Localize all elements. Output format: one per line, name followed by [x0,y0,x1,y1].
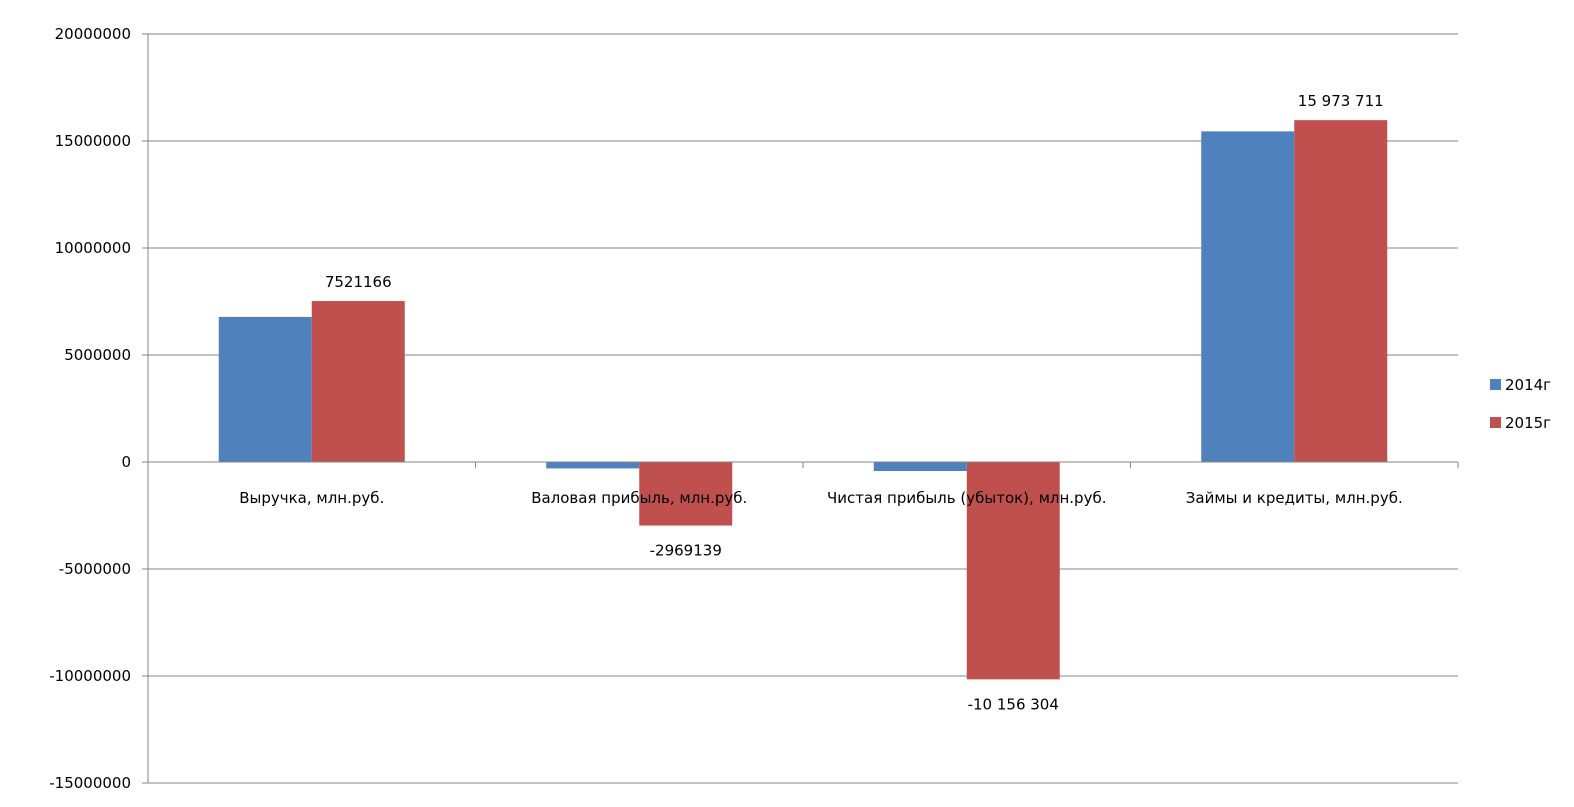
y-tick-label: 15000000 [55,132,131,150]
y-tick-label: -10000000 [49,667,131,685]
bars [218,120,1388,680]
y-tick-label: 20000000 [55,25,131,43]
x-tick-label: Займы и кредиты, млн.руб. [1186,489,1403,507]
x-tick-label: Валовая прибыль, млн.руб. [531,489,747,507]
bar-2014г-3 [1201,131,1295,462]
y-tick-label: 5000000 [64,346,131,364]
x-tick-label: Чистая прибыль (убыток), млн.руб. [827,489,1106,507]
data-label: 7521166 [325,273,392,291]
bar-2014г-0 [218,316,312,462]
legend-label: 2015г [1505,414,1551,432]
y-tick-label: 0 [121,453,131,471]
y-tick-label: -5000000 [59,560,131,578]
legend[interactable]: 2014г 2015г [1490,376,1551,432]
spreadsheet-row-header-strip [0,10,14,807]
data-label: 15 973 711 [1298,92,1384,110]
data-label: -2969139 [650,542,722,560]
legend-swatch-2015г [1490,417,1501,428]
bar-2014г-2 [873,462,967,471]
data-labels: 7521166 -2969139 -10 156 304 15 973 711 [325,92,1384,713]
bar-2015г-1 [639,462,733,526]
legend-label: 2014г [1505,376,1551,394]
y-tick-label: 10000000 [55,239,131,257]
x-tick-label: Выручка, млн.руб. [239,489,384,507]
spreadsheet-column-header-strip [0,0,1574,10]
bar-2015г-0 [311,301,405,462]
bar-2015г-3 [1294,120,1388,462]
y-axis: 20000000 15000000 10000000 5000000 0 -5000000… [49,25,149,792]
bar-2015г-2 [966,462,1060,680]
bar-2014г-1 [546,462,640,469]
legend-swatch-2014г [1490,379,1501,390]
data-label: -10 156 304 [968,695,1059,713]
x-axis: Выручка, млн.руб. Валовая прибыль, млн.ру… [147,461,1459,507]
y-tick-label: -15000000 [49,774,131,792]
